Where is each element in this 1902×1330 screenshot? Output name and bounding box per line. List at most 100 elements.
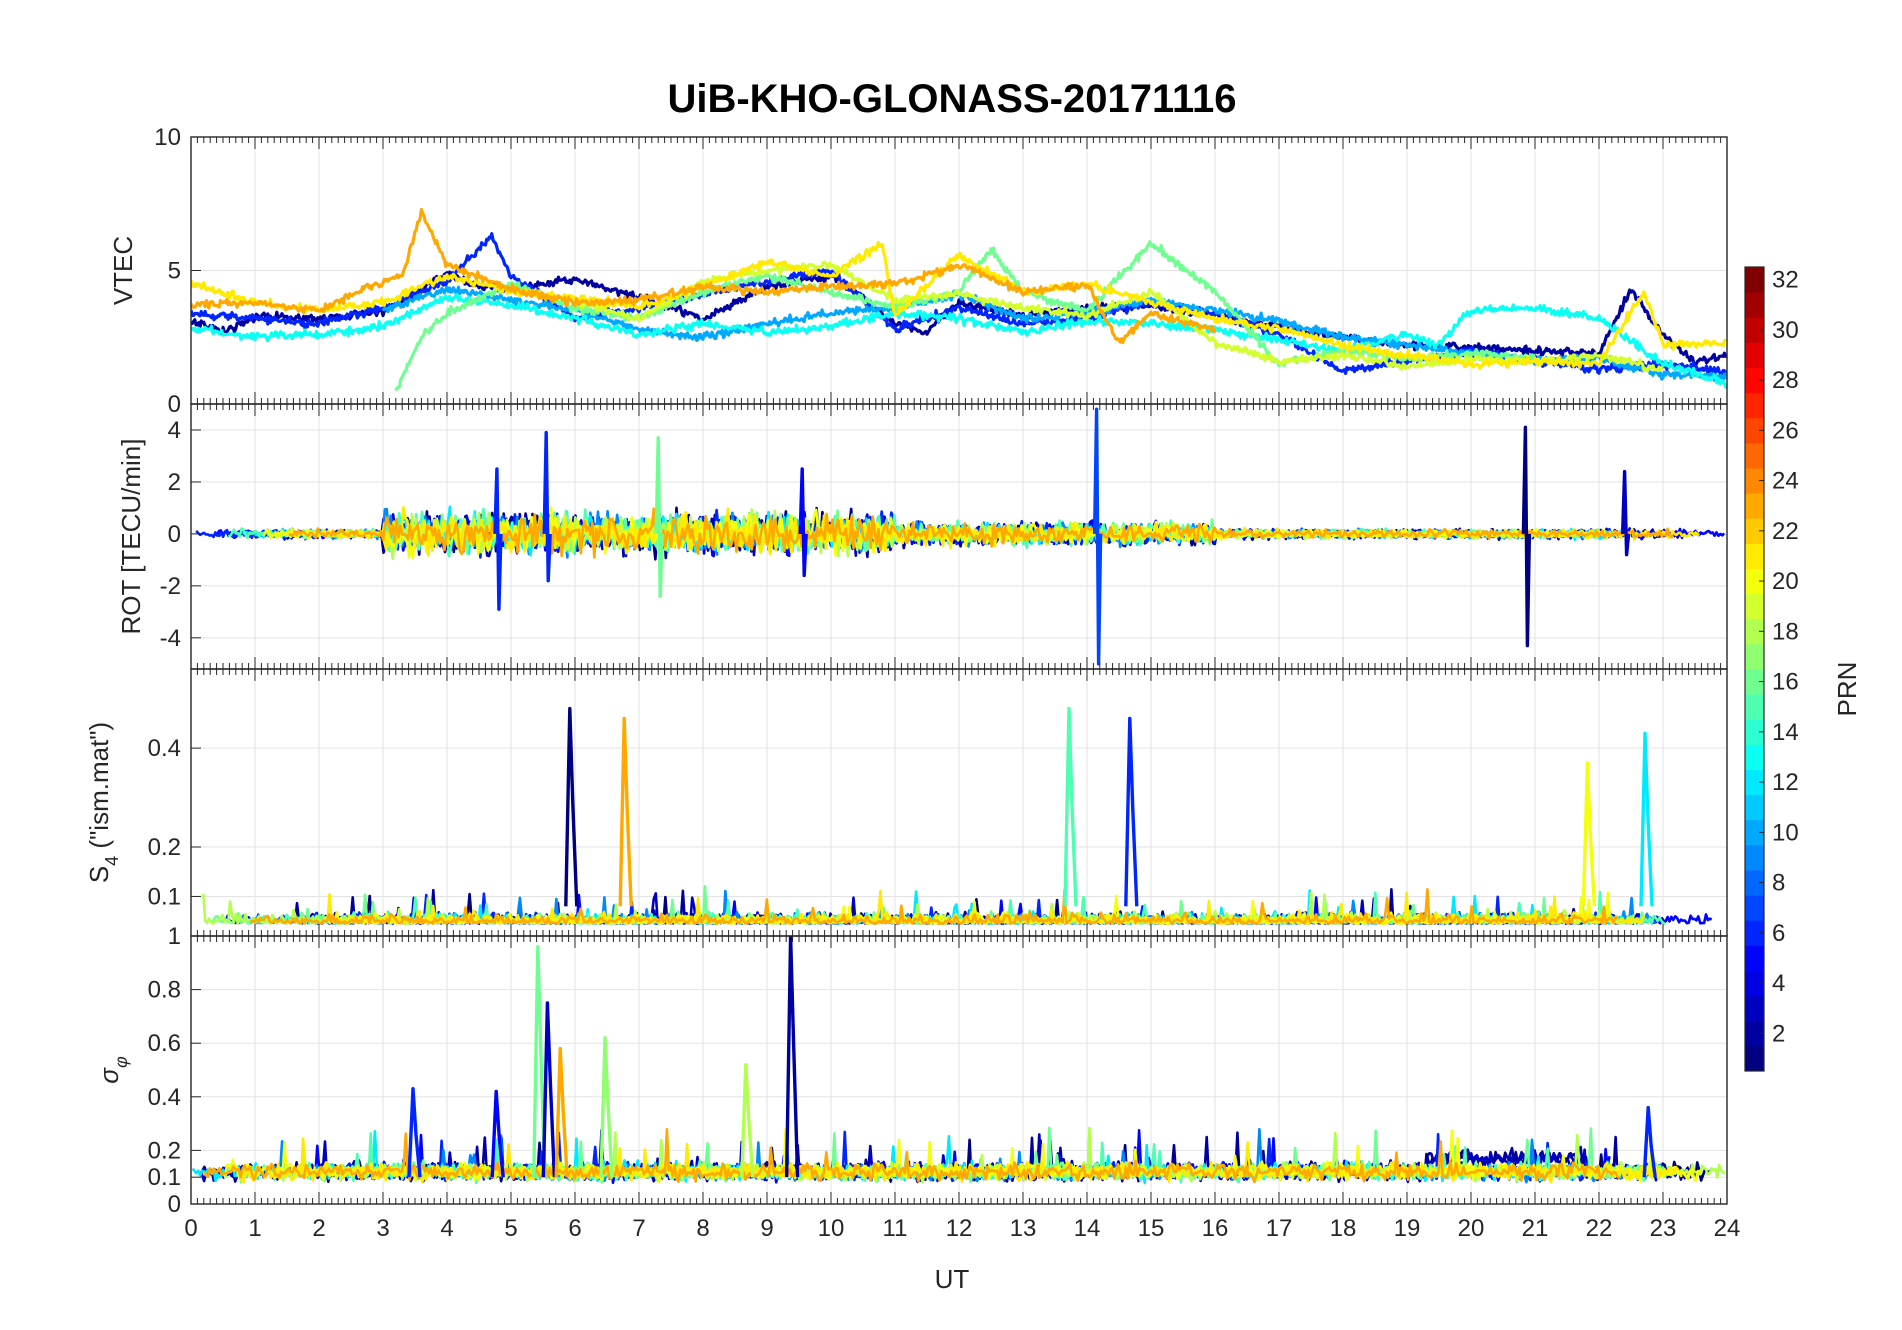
colorbar-swatch: [1745, 945, 1764, 971]
sigma_phi-spike-prn-2: [784, 936, 800, 1178]
rot-spike-prn-7: [1092, 407, 1103, 666]
x-tick-label: 19: [1394, 1215, 1421, 1242]
vtec-series-prn-2: [191, 270, 1727, 366]
panel-sigma_phi-y-tick-label: 0.8: [148, 977, 181, 1004]
rot-spike-prn-1: [1521, 425, 1532, 648]
s4-spike-prn-23: [618, 716, 633, 907]
colorbar-swatch: [1745, 342, 1764, 368]
panel-vtec-y-label: VTEC: [108, 236, 138, 305]
colorbar-swatch: [1745, 593, 1764, 620]
colorbar-tick-label: 28: [1772, 367, 1799, 394]
x-axis-label: UT: [935, 1264, 970, 1294]
colorbar-tick-label: 26: [1772, 417, 1799, 444]
x-tick-label: 6: [568, 1215, 581, 1242]
x-tick-label: 11: [883, 1215, 908, 1242]
colorbar-swatch: [1745, 694, 1764, 720]
sigma_phi-series-prn-23: [203, 1128, 1621, 1184]
s4-spike-prn-20: [1581, 761, 1597, 907]
vtec-series-prn-6: [191, 232, 1727, 376]
x-tick-label: 21: [1522, 1215, 1549, 1242]
colorbar-swatch: [1745, 794, 1764, 821]
sigma_phi-spike-prn-16: [532, 945, 547, 1178]
panel-sigma_phi-y-tick-label: 0.6: [148, 1030, 181, 1057]
vtec-series-prn-13: [191, 293, 1727, 389]
panel-vtec-y-tick-label: 10: [154, 124, 181, 151]
colorbar-tick-label: 32: [1772, 267, 1799, 294]
colorbar-swatch: [1745, 995, 1764, 1022]
colorbar-swatch: [1745, 643, 1764, 670]
panel-rot-y-tick-label: 2: [168, 469, 181, 496]
s4-series-prn-23: [249, 888, 1619, 925]
panel-vtec-grid: [190, 136, 1728, 405]
rot-spike-prn-6: [493, 467, 503, 611]
colorbar-tick-label: 20: [1772, 568, 1799, 595]
panel-rot-y-label: ROT [TECU/min]: [116, 439, 146, 635]
x-tick-label: 13: [1010, 1215, 1037, 1242]
colorbar-swatch: [1745, 895, 1764, 921]
colorbar-swatch: [1745, 417, 1764, 444]
x-tick-label: 15: [1138, 1215, 1165, 1242]
x-tick-label: 18: [1330, 1215, 1357, 1242]
panel-sigma_phi-y-tick-label: 0.2: [148, 1137, 181, 1164]
sigma_phi-spike-prn-23: [554, 1046, 569, 1178]
panel-sigma_phi-y-tick-label: 0: [168, 1191, 181, 1218]
rot-spike-prn-6: [542, 430, 552, 583]
colorbar-tick-label: 24: [1772, 468, 1799, 495]
x-tick-label: 24: [1714, 1215, 1741, 1242]
colorbar-swatch: [1745, 719, 1764, 745]
panel-rot-y-tick-label: 4: [168, 417, 181, 444]
panel-sigma_phi-y-tick-label: 0.1: [148, 1164, 181, 1191]
colorbar-swatch: [1745, 292, 1764, 318]
colorbar-tick-label: 18: [1772, 618, 1799, 645]
panel-vtec: 0 5 10 VTEC: [108, 124, 1728, 418]
panel-vtec-plot: [191, 207, 1727, 392]
panel-sigma_phi-x-ticks: [190, 936, 1728, 1204]
sigma_phi-spike-prn-6: [407, 1087, 422, 1178]
panel-rot-x-ticks: [190, 404, 1728, 669]
x-tick-label: 3: [376, 1215, 389, 1242]
panel-vtec-x-ticks: [190, 137, 1728, 404]
colorbar-swatch: [1745, 870, 1764, 896]
panel-s4-x-ticks: [190, 669, 1728, 936]
colorbar-swatch: [1745, 468, 1764, 494]
vtec-series-prn-19: [573, 260, 1664, 373]
sigma_phi-spike-prn-3: [541, 1001, 557, 1178]
colorbar-frame: [1744, 266, 1765, 1072]
colorbar-tick-label: 12: [1772, 769, 1799, 796]
x-tick-label: 5: [504, 1215, 517, 1242]
panel-s4: 0.1 0.2 0.4 S4 ("ism.mat"): [84, 668, 1728, 937]
x-tick-label: 16: [1202, 1215, 1229, 1242]
vtec-series-prn-23: [191, 207, 1217, 345]
colorbar-swatch: [1745, 970, 1764, 997]
rot-spike-prn-3: [1620, 469, 1631, 557]
rot-spike-prn-16: [654, 436, 664, 598]
panel-rot-plot: [195, 407, 1726, 666]
colorbar-tick-label: 4: [1772, 970, 1785, 997]
x-tick-label: 20: [1458, 1215, 1485, 1242]
colorbar-swatch: [1745, 744, 1764, 770]
colorbar-tick-label: 16: [1772, 669, 1799, 696]
panel-s4-y-tick-label: 0.4: [148, 735, 181, 762]
colorbar-swatch: [1745, 493, 1764, 519]
colorbar-swatch: [1745, 267, 1764, 293]
x-tick-label: 14: [1074, 1215, 1101, 1242]
colorbar-tick-label: 22: [1772, 518, 1799, 545]
panel-rot-y-tick-label: -2: [160, 573, 181, 600]
x-tick-label: 23: [1650, 1215, 1677, 1242]
panel-sigma_phi-y-tick-label: 1: [168, 923, 181, 950]
colorbar-tick-label: 14: [1772, 719, 1799, 746]
panel-s4-grid: [190, 669, 1728, 936]
sigma_phi-spike-prn-6: [1642, 1105, 1657, 1178]
x-tick-label: 4: [440, 1215, 453, 1242]
colorbar-swatch: [1745, 317, 1764, 343]
panel-rot-y-tick-label: -4: [160, 625, 181, 652]
colorbar-swatch: [1745, 568, 1764, 595]
s4-spike-prn-12: [1639, 731, 1654, 907]
colorbar-swatch: [1745, 543, 1764, 569]
panel-rot-y-tick-label: 0: [168, 521, 181, 548]
panel-vtec-y-tick-label: 0: [168, 391, 181, 418]
colorbar-tick-label: 10: [1772, 819, 1799, 846]
